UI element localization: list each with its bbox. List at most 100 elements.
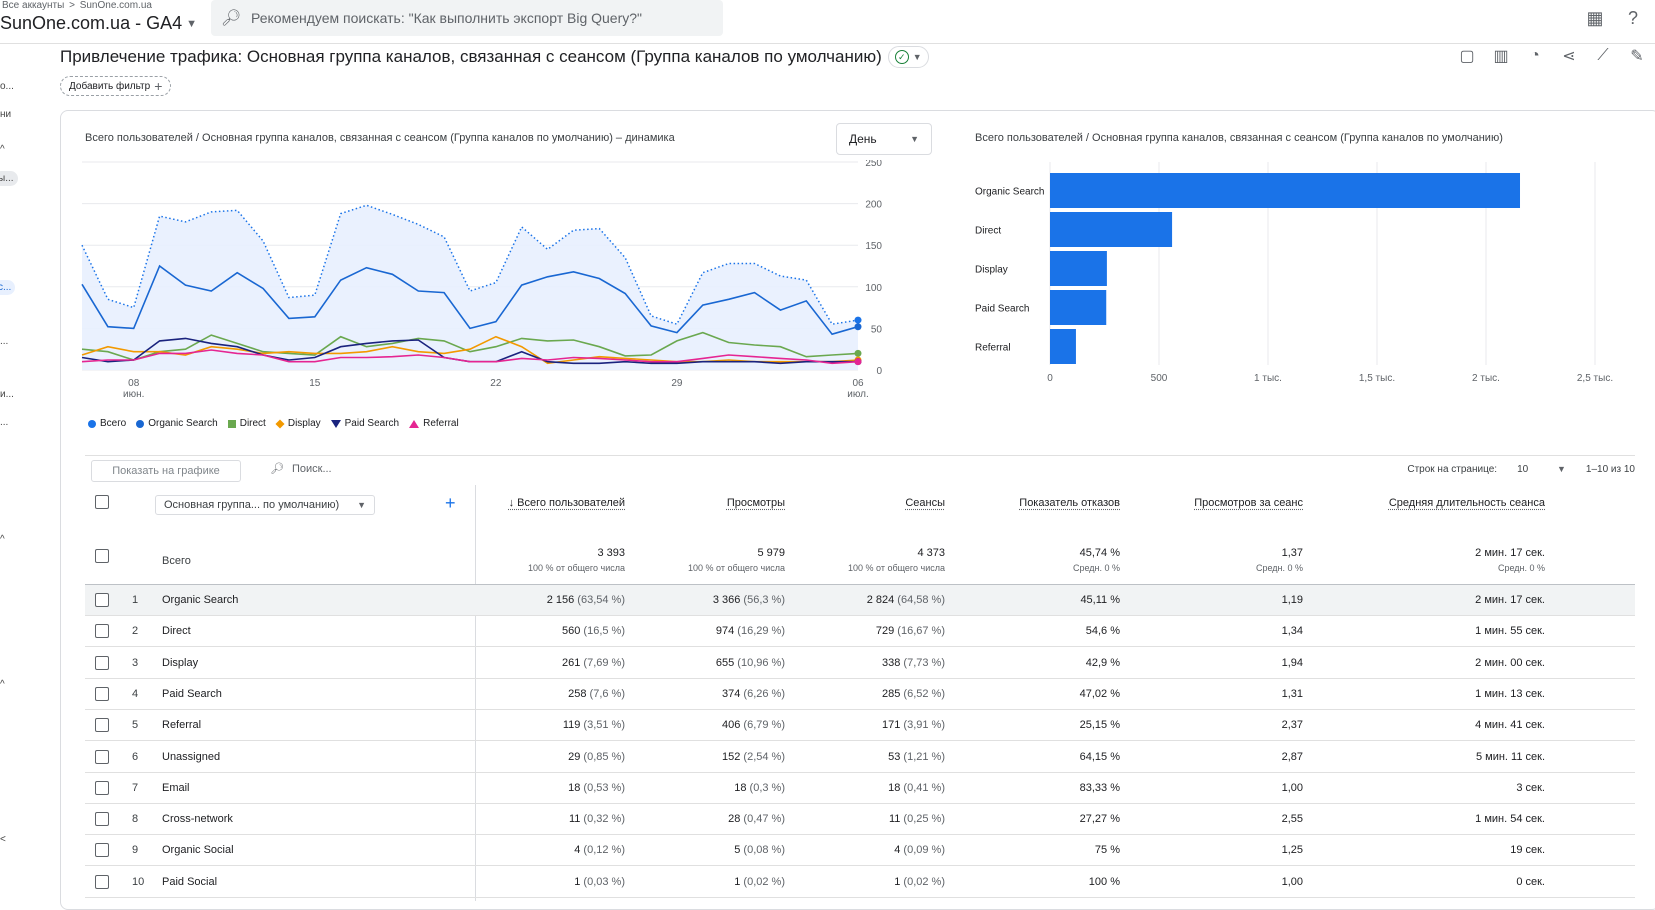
row-index: 2 xyxy=(132,625,138,637)
cell-value: 11 xyxy=(889,813,900,825)
totals-row: Всего 3 393 100 % от общего числа 5 979 100… xyxy=(85,535,1635,585)
nav-collapse-icon[interactable]: ^ xyxy=(0,144,5,155)
nav-expand-icon[interactable]: < xyxy=(0,834,6,845)
bar[interactable] xyxy=(1050,212,1172,247)
search-bar[interactable]: 🔎︎ Рекомендуем поискать: "Как выполнить … xyxy=(211,0,723,36)
cell-percent: (0,3 %) xyxy=(746,782,785,794)
x-tick-label: 15 xyxy=(309,378,321,389)
insights-icon[interactable]: ◔ xyxy=(1525,46,1545,66)
granularity-select[interactable]: День ▼ xyxy=(836,123,932,155)
row-checkbox[interactable] xyxy=(95,718,109,732)
column-header[interactable]: Просмотры xyxy=(727,497,785,509)
legend-item[interactable]: Direct xyxy=(228,418,266,429)
row-value: 1 мин. 55 сек. xyxy=(1475,625,1545,637)
column-header[interactable]: Сеансы xyxy=(905,497,945,509)
breadcrumb-account[interactable]: SunOne.com.ua xyxy=(80,0,152,11)
row-checkbox[interactable] xyxy=(95,781,109,795)
page-range: 1–10 из 10 xyxy=(1586,464,1635,475)
plus-icon: + xyxy=(154,78,162,94)
plot-rows-button[interactable]: Показать на графике xyxy=(91,460,241,482)
share-icon[interactable]: ⋖ xyxy=(1559,46,1579,66)
table-row[interactable]: 5 Referral 119 (3,51 %) 406 (6,79 %) 171 (3,… xyxy=(85,710,1635,741)
cell-value: 53 xyxy=(888,751,900,763)
bar[interactable] xyxy=(1050,251,1107,286)
legend-item[interactable]: Paid Search xyxy=(331,418,399,429)
row-value: 100 % xyxy=(1089,876,1120,888)
legend-item[interactable]: Referral xyxy=(409,418,459,429)
cell-percent: (0,02 %) xyxy=(900,876,945,888)
table-row[interactable]: 7 Email 18 (0,53 %) 18 (0,3 %) 18 (0,41 %) 83… xyxy=(85,773,1635,804)
cell-percent: (0,53 %) xyxy=(580,782,625,794)
row-checkbox[interactable] xyxy=(95,875,109,889)
legend-swatch-icon xyxy=(228,420,236,428)
row-checkbox[interactable] xyxy=(95,624,109,638)
row-checkbox[interactable] xyxy=(95,656,109,670)
nav-item[interactable]: ни xyxy=(0,109,11,120)
nav-item[interactable]: ы... xyxy=(0,171,18,186)
nav-item[interactable]: ... xyxy=(0,417,8,428)
nav-item[interactable]: о... xyxy=(0,81,14,92)
legend-item[interactable]: Display xyxy=(276,418,321,429)
table-row[interactable]: 8 Cross-network 11 (0,32 %) 28 (0,47 %) 11 (… xyxy=(85,804,1635,835)
pencil-icon[interactable]: ✎ xyxy=(1627,46,1647,66)
legend-item[interactable]: Organic Search xyxy=(136,418,217,429)
bar[interactable] xyxy=(1050,290,1106,325)
cell-value: 2 мин. 00 сек. xyxy=(1475,657,1545,669)
add-dimension-icon[interactable]: + xyxy=(445,493,456,514)
cell-value: 1,25 xyxy=(1282,844,1303,856)
bar[interactable] xyxy=(1050,329,1076,364)
rows-per-page-select[interactable]: 10 ▼ xyxy=(1517,464,1566,475)
table-row[interactable]: 2 Direct 560 (16,5 %) 974 (16,29 %) 729 (16,… xyxy=(85,616,1635,647)
header-checkbox[interactable] xyxy=(95,495,109,509)
totals-checkbox[interactable] xyxy=(95,549,109,563)
table-row[interactable]: 1 Organic Search 2 156 (63,54 %) 3 366 (56,… xyxy=(85,585,1635,616)
legend-item[interactable]: Всего xyxy=(88,418,126,429)
row-index: 3 xyxy=(132,657,138,669)
total-value: 4 373 xyxy=(848,547,945,559)
help-icon[interactable]: ? xyxy=(1621,6,1645,30)
row-value: 1,00 xyxy=(1282,876,1303,888)
table-row[interactable]: 9 Organic Social 4 (0,12 %) 5 (0,08 %) 4 (0,… xyxy=(85,835,1635,866)
table-row[interactable]: 6 Unassigned 29 (0,85 %) 152 (2,54 %) 53 (1,… xyxy=(85,742,1635,773)
compare-icon[interactable]: ▥ xyxy=(1491,46,1511,66)
row-value: 53 (1,21 %) xyxy=(888,751,945,763)
dimension-select[interactable]: Основная группа... по умолчанию) ▼ xyxy=(155,495,375,515)
table-row[interactable]: 3 Display 261 (7,69 %) 655 (10,96 %) 338 (7,… xyxy=(85,648,1635,679)
row-channel-name: Display xyxy=(162,657,198,669)
trend-icon[interactable]: ⟋ xyxy=(1593,46,1613,66)
edit-comparison-icon[interactable]: ▢ xyxy=(1457,46,1477,66)
y-tick-label: 0 xyxy=(876,366,882,377)
property-selector[interactable]: SunOne.com.ua - GA4 ▼ xyxy=(0,13,197,34)
line-chart: 25020015010050008июн.15 22 29 06июл. xyxy=(80,160,940,410)
row-channel-name: Paid Social xyxy=(162,876,217,888)
column-header[interactable]: Показатель отказов xyxy=(1019,497,1120,509)
row-checkbox[interactable] xyxy=(95,593,109,607)
row-checkbox[interactable] xyxy=(95,843,109,857)
table-row[interactable]: 4 Paid Search 258 (7,6 %) 374 (6,26 %) 285 (… xyxy=(85,679,1635,710)
row-value: 64,15 % xyxy=(1080,751,1120,763)
table-row[interactable]: 10 Paid Social 1 (0,03 %) 1 (0,02 %) 1 (0,02… xyxy=(85,867,1635,898)
nav-item[interactable]: ... xyxy=(0,336,8,347)
data-quality-chip[interactable]: ✓ ▼ xyxy=(888,46,929,68)
add-filter-button[interactable]: Добавить фильтр + xyxy=(60,76,171,96)
apps-grid-icon[interactable]: ▦ xyxy=(1583,6,1607,30)
column-header[interactable]: Просмотров за сеанс xyxy=(1194,497,1303,509)
nav-collapse-icon[interactable]: ^ xyxy=(0,534,5,545)
breadcrumb-all-accounts[interactable]: Все аккаунты xyxy=(2,0,64,11)
column-header[interactable]: ↓ Всего пользователей xyxy=(509,497,625,509)
total-cell: 1,37 Средн. 0 % xyxy=(1256,547,1303,573)
table-search-input[interactable]: Поиск... xyxy=(292,463,332,475)
table-search[interactable]: 🔎︎ Поиск... xyxy=(270,462,332,475)
bar[interactable] xyxy=(1050,173,1520,208)
row-value: 11 (0,32 %) xyxy=(569,813,625,825)
nav-collapse-icon[interactable]: ^ xyxy=(0,679,5,690)
nav-item[interactable]: и... xyxy=(0,389,14,400)
column-header[interactable]: Средняя длительность сеанса xyxy=(1389,497,1545,509)
row-channel-name: Referral xyxy=(162,719,201,731)
total-value: 5 979 xyxy=(688,547,785,559)
row-checkbox[interactable] xyxy=(95,750,109,764)
row-checkbox[interactable] xyxy=(95,687,109,701)
nav-item-active[interactable]: с... xyxy=(0,280,15,295)
category-label: Paid Search xyxy=(975,304,1029,315)
row-checkbox[interactable] xyxy=(95,812,109,826)
